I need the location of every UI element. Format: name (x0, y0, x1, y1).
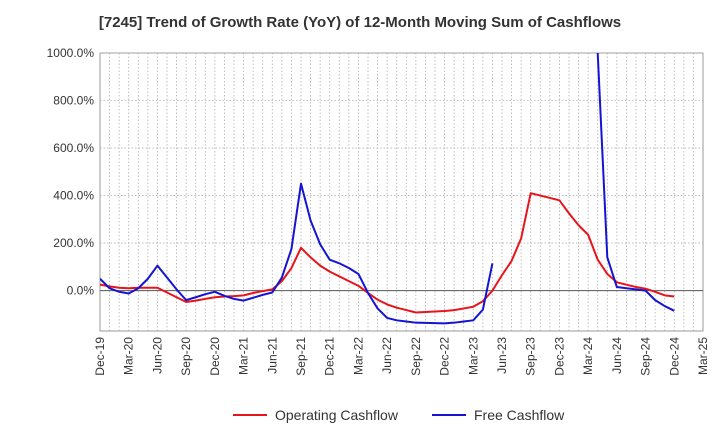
x-tick-label: Jun-24 (610, 337, 624, 374)
y-axis-ticks: 0.0% 200.0% 400.0% 600.0% 800.0% 1000.0% (47, 46, 95, 298)
legend-label: Free Cashflow (474, 407, 565, 423)
x-tick-label: Dec-22 (438, 337, 452, 376)
y-tick-label: 1000.0% (47, 46, 95, 60)
x-tick-label: Jun-23 (495, 337, 509, 374)
x-tick-label: Dec-23 (552, 337, 566, 376)
x-tick-label: Mar-22 (351, 337, 365, 375)
chart-title: [7245] Trend of Growth Rate (YoY) of 12-… (98, 14, 622, 31)
grid (99, 52, 704, 332)
x-tick-label: Dec-21 (323, 337, 337, 376)
x-tick-label: Sep-21 (294, 337, 308, 376)
y-tick-label: 400.0% (53, 189, 94, 203)
x-tick-label: Mar-20 (122, 337, 136, 375)
x-tick-label: Sep-24 (639, 337, 653, 376)
legend-label: Operating Cashflow (275, 407, 399, 423)
legend: Operating Cashflow Free Cashflow (233, 407, 565, 423)
series-line-operating-cashflow (100, 192, 675, 314)
x-tick-label: Sep-22 (409, 337, 423, 376)
x-tick-label: Sep-20 (179, 337, 193, 376)
x-tick-label: Jun-21 (265, 337, 279, 374)
x-tick-label: Sep-23 (524, 337, 538, 376)
y-tick-label: 800.0% (53, 94, 94, 108)
x-tick-label: Mar-25 (696, 337, 710, 375)
x-tick-label: Dec-19 (93, 337, 107, 376)
series-line-free-cashflow (100, 53, 675, 325)
x-axis-ticks: Dec-19 Mar-20 Jun-20 Sep-20 Dec-20 Mar-21 Jun-… (93, 337, 710, 376)
plot-frame (99, 52, 704, 332)
x-tick-label: Jun-22 (380, 337, 394, 374)
series-layer (100, 53, 675, 325)
x-tick-label: Mar-23 (466, 337, 480, 375)
x-tick-label: Mar-21 (237, 337, 251, 375)
x-tick-label: Dec-20 (208, 337, 222, 376)
x-tick-label: Jun-20 (150, 337, 164, 374)
x-tick-label: Mar-24 (581, 337, 595, 375)
y-tick-label: 200.0% (53, 236, 94, 250)
y-tick-label: 600.0% (53, 141, 94, 155)
y-tick-label: 0.0% (67, 284, 95, 298)
x-tick-label: Dec-24 (667, 337, 681, 376)
